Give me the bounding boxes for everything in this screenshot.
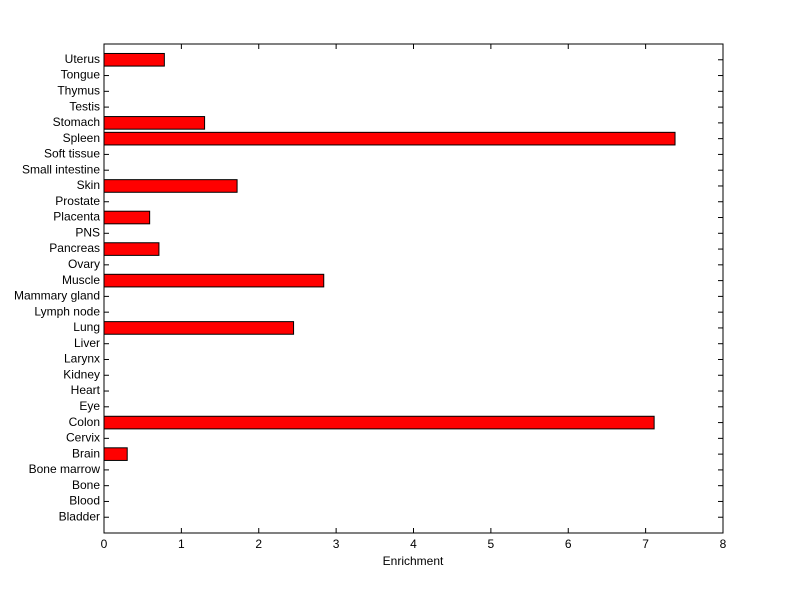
plot-frame [103,43,724,534]
bar [103,210,151,225]
x-tick-label: 6 [565,537,572,551]
bar [103,52,165,67]
y-tick-label: Tongue [61,68,101,82]
bar [103,415,655,430]
y-tick-label: Heart [71,383,101,397]
bar [103,321,295,335]
x-tick-label: 3 [333,537,340,551]
bar [103,447,128,461]
y-tick-label: PNS [75,225,100,239]
y-tick-label: Lymph node [34,304,100,318]
bar [103,131,676,146]
y-tick-label: Bone marrow [29,462,101,476]
y-tick-label: Eye [79,399,100,413]
x-tick-label: 4 [410,537,417,551]
y-tick-label: Spleen [63,131,100,145]
y-tick-label: Soft tissue [44,147,100,161]
y-tick-label: Prostate [55,194,100,208]
y-tick-label: Uterus [65,52,100,66]
x-tick-label: 0 [101,537,108,551]
x-axis-label: Enrichment [383,554,444,568]
bar [103,242,160,256]
x-tick-label: 1 [178,537,185,551]
y-tick-label: Testis [69,99,100,113]
y-tick-label: Ovary [68,257,100,271]
x-tick-label: 8 [720,537,727,551]
y-tick-label: Larynx [64,352,100,366]
y-tick-label: Colon [69,415,100,429]
y-tick-label: Bladder [59,509,100,523]
x-tick-label: 7 [642,537,649,551]
y-tick-label: Pancreas [49,241,100,255]
x-tick-label: 2 [255,537,262,551]
y-tick-label: Blood [69,494,100,508]
bar [103,179,238,193]
y-tick-label: Bone [72,478,100,492]
y-tick-label: Muscle [62,273,100,287]
y-tick-label: Cervix [66,431,100,445]
y-tick-label: Small intestine [22,162,100,176]
y-tick-label: Placenta [53,210,100,224]
y-tick-label: Mammary gland [14,289,100,303]
y-tick-label: Lung [73,320,100,334]
y-tick-label: Kidney [63,367,100,381]
y-tick-label: Stomach [53,115,100,129]
y-tick-label: Skin [77,178,100,192]
bar [103,116,206,130]
y-tick-label: Liver [74,336,100,350]
bar [103,273,325,288]
y-tick-label: Brain [72,446,100,460]
y-tick-label: Thymus [57,83,100,97]
x-tick-label: 5 [488,537,495,551]
